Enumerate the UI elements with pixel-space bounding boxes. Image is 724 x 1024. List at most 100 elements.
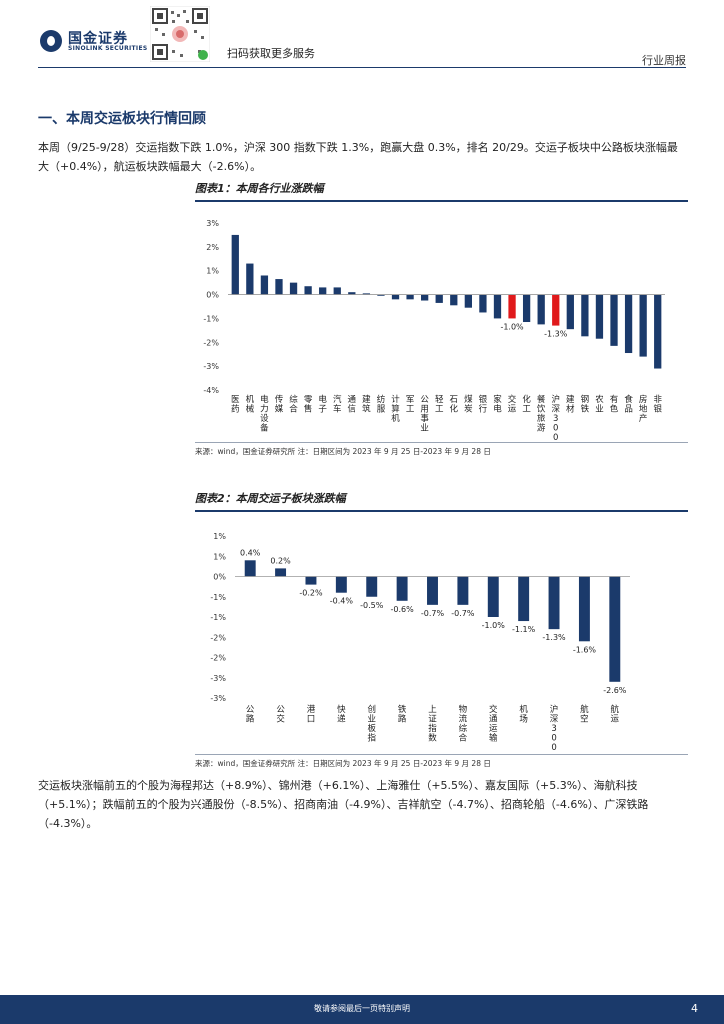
category-label: 机 (519, 704, 528, 715)
category-label: 算 (391, 404, 400, 415)
footer-band (0, 995, 724, 1024)
category-label: 指 (428, 723, 437, 734)
category-label: 公 (276, 705, 285, 715)
category-label: 指 (367, 733, 376, 744)
bar (487, 576, 499, 617)
category-label: 沪 (551, 394, 560, 405)
category-label: 公 (420, 395, 429, 405)
bar (654, 294, 662, 369)
bar (244, 560, 256, 577)
category-label: 医 (231, 395, 240, 405)
category-label: 综 (289, 394, 298, 405)
category-label: 设 (260, 413, 269, 424)
bar (435, 294, 443, 303)
category-label: 电 (493, 404, 502, 415)
category-label: 非 (653, 394, 662, 405)
y-tick-label: -3% (210, 674, 226, 683)
category-label: 航 (611, 704, 620, 715)
category-label: 输 (489, 733, 498, 744)
y-tick-label: -4% (203, 386, 219, 395)
qr-code-icon[interactable] (150, 6, 210, 62)
bar (305, 576, 317, 585)
data-label: -1.0% (500, 322, 524, 331)
bar (391, 294, 400, 300)
category-label: 事 (420, 413, 429, 424)
category-label: 流 (459, 714, 468, 725)
category-label: 化 (522, 394, 531, 405)
figure2-source: 来源：wind，国金证券研究所 注：日期区间为 2023 年 9 月 25 日-… (195, 759, 491, 768)
category-label: 建 (362, 394, 371, 405)
category-label: 路 (246, 714, 255, 725)
bar (406, 294, 414, 300)
figure1-title: 图表1：本周各行业涨跌幅 (195, 182, 324, 195)
bar (377, 294, 385, 296)
data-label: -0.2% (299, 589, 323, 598)
bar (610, 294, 618, 346)
category-label: 路 (398, 714, 407, 725)
category-label: 合 (459, 733, 468, 744)
bar (457, 576, 469, 605)
category-label: 械 (246, 404, 255, 415)
category-label: 服 (377, 405, 386, 415)
category-label: 机 (246, 394, 255, 405)
category-label: 电 (318, 394, 327, 405)
section-title: 一、本周交运板块行情回顾 (38, 111, 206, 127)
category-label: 色 (610, 404, 619, 415)
bar (624, 294, 633, 354)
category-label: 银 (653, 404, 662, 415)
category-label: 快 (337, 704, 346, 715)
category-label: 钢 (581, 394, 590, 405)
bar (537, 294, 545, 325)
category-label: 公 (246, 705, 255, 715)
category-label: 港 (307, 704, 316, 715)
category-label: 军 (406, 395, 415, 405)
y-tick-label: -3% (203, 362, 219, 371)
bar (304, 286, 312, 295)
category-label: 合 (289, 404, 298, 415)
bar (396, 576, 408, 601)
category-label: 0 (551, 743, 556, 752)
bar (479, 294, 487, 313)
category-label: 递 (337, 714, 346, 725)
category-label: 口 (307, 715, 316, 725)
category-label: 综 (459, 723, 468, 734)
page-header: 国金证券 SINOLINK SECURITIES 扫码获取更多服务 行业周报 (0, 0, 724, 68)
category-label: 饮 (537, 404, 546, 415)
category-label: 汽 (333, 394, 342, 405)
figure2-bottom-rule (195, 754, 688, 755)
category-label: 证 (428, 715, 437, 725)
category-label: 农 (595, 394, 604, 405)
bar (231, 234, 239, 295)
category-label: 空 (580, 714, 589, 725)
category-label: 银 (479, 394, 488, 405)
bar (522, 294, 531, 323)
category-label: 纺 (377, 394, 386, 405)
figure2-top-rule (195, 510, 688, 512)
y-tick-label: -3% (210, 694, 226, 703)
category-label: 食 (624, 394, 633, 405)
bar (289, 282, 298, 295)
company-name-en: SINOLINK SECURITIES (68, 45, 148, 52)
data-label: -2.6% (603, 686, 627, 695)
bar (578, 576, 590, 642)
category-label: 备 (260, 423, 269, 434)
data-label: 0.4% (240, 548, 261, 557)
category-label: 深 (551, 405, 560, 415)
data-label: -0.7% (451, 609, 475, 618)
scan-qr-text: 扫码获取更多服务 (227, 47, 315, 60)
category-label: 业 (595, 404, 604, 415)
figure1-bottom-rule (195, 442, 688, 443)
data-label: -1.6% (573, 645, 597, 654)
industry-return-chart: 3%2%1%0%-1%-2%-3%-4%医药机械电力设备传媒综合零售电子汽车通信… (203, 219, 665, 440)
y-tick-label: 2% (206, 243, 219, 252)
category-label: 炭 (464, 405, 473, 415)
stock-movers-paragraph: 交运板块涨幅前五的个股为海程邦达（+8.9%）、锦州港（+6.1%）、上海雅仕（… (38, 779, 649, 830)
bar (595, 294, 604, 339)
bar (275, 568, 287, 577)
y-tick-label: 1% (206, 267, 219, 276)
bar (493, 294, 502, 319)
category-label: 售 (304, 404, 313, 415)
category-label: 3 (553, 414, 558, 424)
bar (508, 294, 516, 319)
category-label: 3 (551, 724, 556, 734)
